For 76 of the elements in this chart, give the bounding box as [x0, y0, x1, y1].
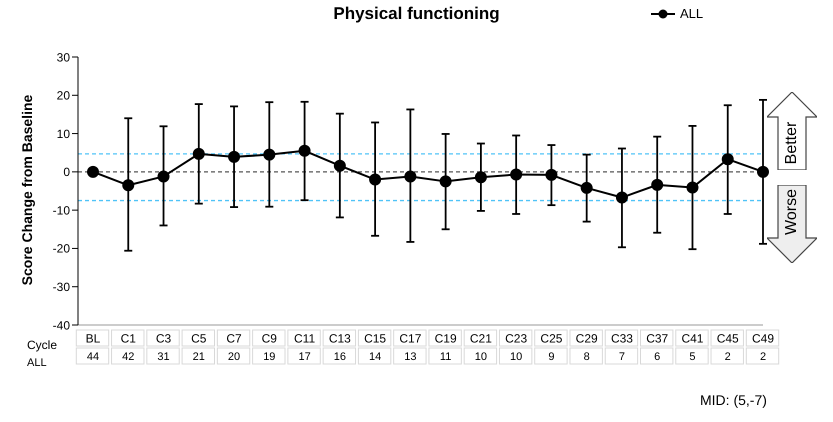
point [192, 148, 205, 160]
text: 6 [654, 351, 660, 363]
text: Cycle [27, 338, 58, 352]
y-tick-label: -20 [52, 242, 70, 256]
point [616, 192, 628, 204]
x-tick-label: C37 [646, 332, 669, 346]
point [369, 174, 382, 186]
point [158, 170, 170, 182]
point [474, 171, 487, 184]
up-arrow-icon: Better [767, 92, 817, 170]
y-tick-label: -30 [52, 280, 70, 294]
point [686, 182, 698, 194]
x-tick-label: C5 [191, 332, 207, 346]
point [122, 179, 134, 192]
y-tick-label: -40 [52, 318, 70, 332]
x-tick-label: C21 [470, 332, 492, 346]
point [440, 175, 452, 188]
text: MID: (5,-7) [700, 392, 767, 408]
text: 42 [122, 351, 134, 363]
text: 10 [510, 351, 522, 363]
chart-title: Physical functioning [333, 4, 500, 23]
text: 11 [440, 351, 452, 363]
text: 17 [298, 351, 311, 363]
text: 9 [548, 351, 554, 363]
point [298, 144, 311, 157]
text: 19 [263, 351, 276, 363]
text: 2 [724, 351, 731, 363]
x-tick-label: C7 [226, 332, 242, 346]
point [510, 168, 522, 181]
point [757, 166, 769, 178]
y-tick-label: 10 [56, 126, 70, 141]
point [545, 168, 558, 181]
text: 2 [760, 351, 766, 363]
x-tick-label: C1 [120, 332, 136, 346]
x-tick-label: C15 [364, 332, 386, 346]
x-tick-label: C33 [610, 332, 634, 346]
text: 13 [404, 351, 416, 363]
x-tick-label: C9 [262, 332, 278, 346]
text: 14 [368, 351, 382, 363]
x-tick-label: BL [86, 332, 101, 346]
point [228, 150, 240, 163]
x-tick-label: C29 [576, 332, 598, 346]
y-tick-label: 0 [63, 165, 70, 180]
legend-label: ALL [680, 6, 704, 21]
x-tick-label: C11 [294, 332, 316, 346]
x-tick-label: C3 [156, 332, 172, 346]
text: 20 [228, 351, 240, 363]
down-arrow-icon: Worse [767, 185, 817, 263]
x-tick-label: C41 [681, 332, 704, 346]
x-tick-label: C17 [399, 332, 422, 346]
text: 7 [618, 351, 626, 363]
point [651, 178, 664, 191]
text: 10 [474, 351, 488, 363]
text: 16 [334, 351, 346, 363]
x-tick-label: C13 [328, 332, 352, 346]
text: 44 [86, 351, 100, 363]
x-tick-label: C25 [540, 332, 563, 346]
y-axis-title: Score Change from Baseline [19, 94, 35, 286]
x-tick-label: C19 [434, 332, 457, 346]
x-tick-label: C45 [716, 332, 740, 346]
point [87, 166, 99, 178]
point [722, 153, 734, 166]
y-tick-label: -10 [52, 203, 70, 218]
point [334, 160, 346, 172]
text: 21 [192, 351, 205, 363]
x-tick-label: C49 [752, 332, 774, 346]
text: 5 [689, 351, 696, 363]
y-tick-label: 30 [56, 50, 70, 64]
point [580, 182, 593, 194]
text: 8 [584, 351, 590, 363]
y-tick-label: 20 [56, 88, 70, 103]
text: 31 [157, 351, 170, 363]
text: ALL [27, 357, 47, 369]
point [263, 148, 276, 161]
x-tick-label: C23 [505, 332, 528, 346]
point [404, 170, 416, 182]
